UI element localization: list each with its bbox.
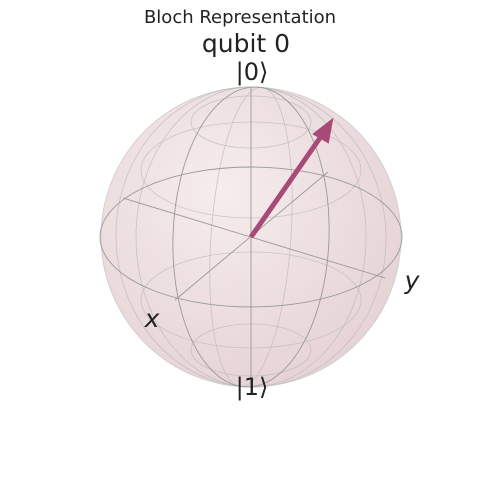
vector-head <box>312 117 334 144</box>
longitude <box>115 86 387 388</box>
vector-shaft <box>248 133 325 239</box>
state-vector <box>248 117 334 239</box>
label-one: |1⟩ <box>236 373 269 401</box>
title: Bloch Representation <box>144 7 336 28</box>
meridian <box>172 86 330 388</box>
label-x: x <box>144 304 160 333</box>
label-zero: |0⟩ <box>236 58 269 86</box>
subtitle: qubit 0 <box>202 29 290 58</box>
y-axis <box>122 197 386 279</box>
label-y: y <box>404 266 421 295</box>
